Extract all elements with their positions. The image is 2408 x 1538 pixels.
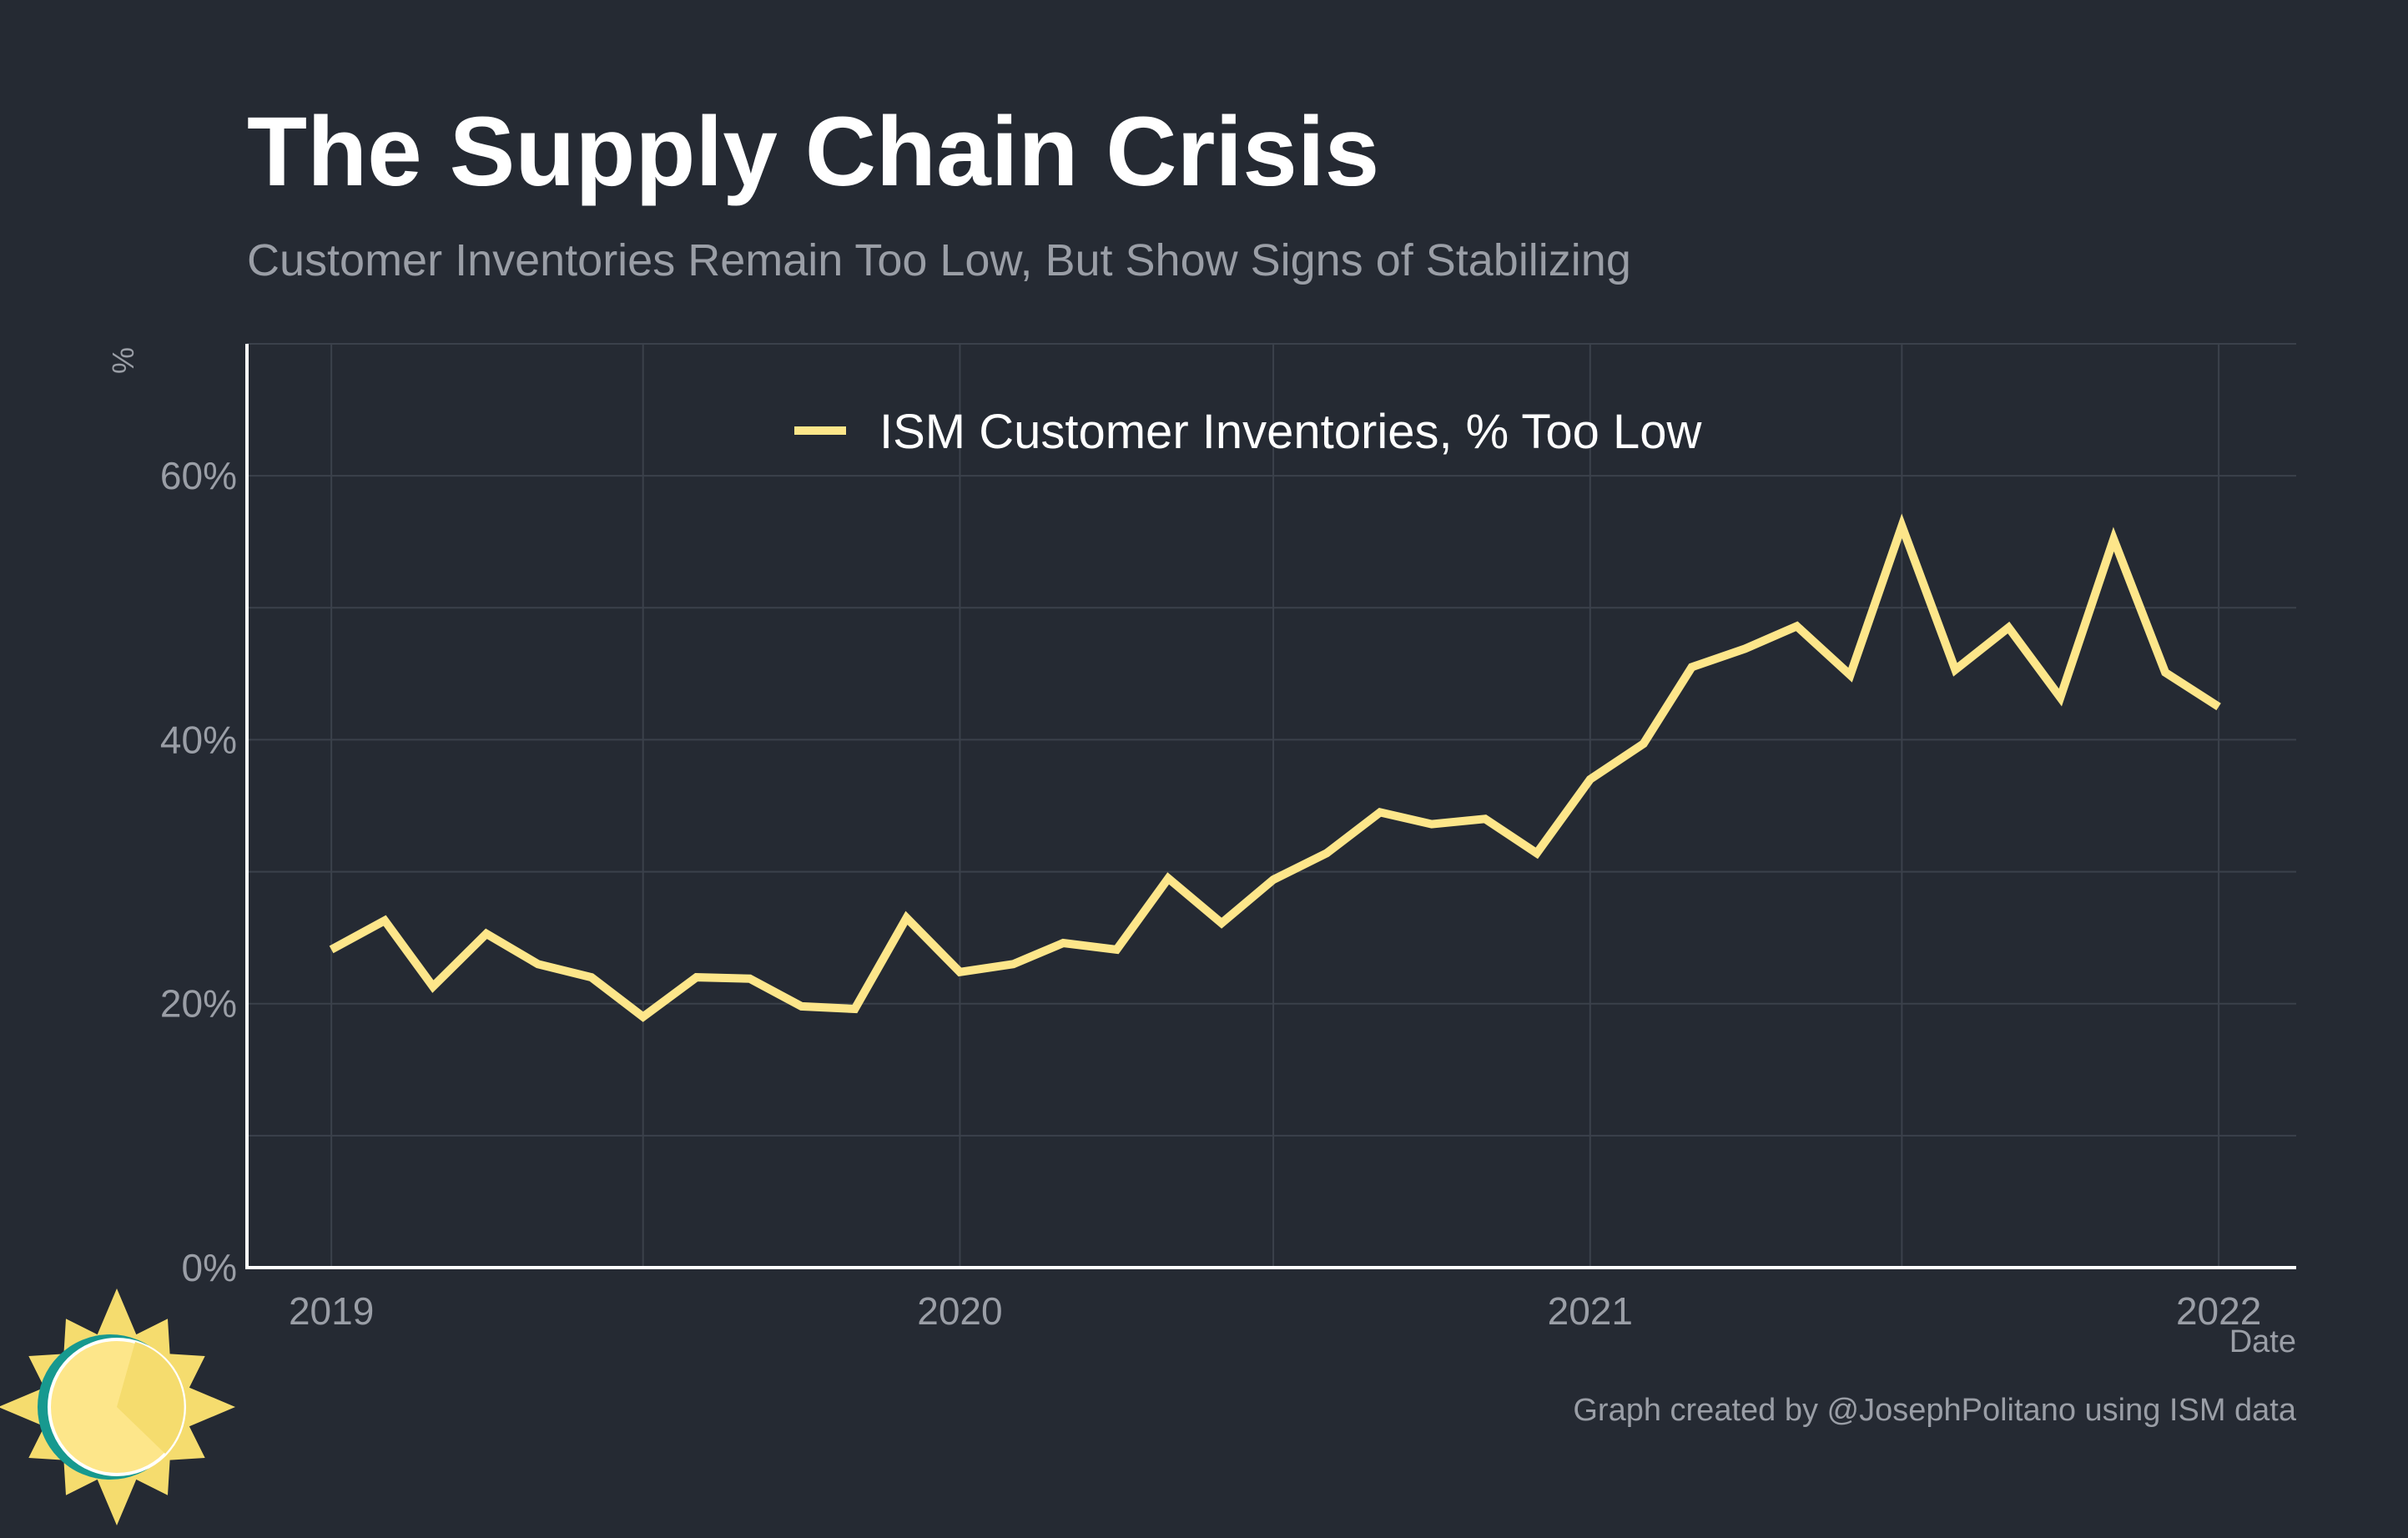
series-line [329,513,2221,1022]
y-tick-label: 20% [160,982,237,1026]
y-tick-label: 40% [160,718,237,761]
y-tick-label: 0% [182,1246,237,1289]
chart-title: The Supply Chain Crisis [247,97,1379,207]
x-tick-label: 2019 [289,1289,374,1333]
x-axis-label: Date [2229,1324,2296,1359]
sun-icon [0,1288,235,1525]
y-tick-labels: 0% 20% 40% 60% [160,454,237,1289]
legend-label: ISM Customer Inventories, % Too Low [879,405,1702,459]
sun-shade [117,1342,184,1454]
axes [245,344,2296,1269]
x-tick-label: 2022 [2176,1289,2261,1333]
chart-caption: Graph created by @JosephPolitano using I… [1573,1393,2297,1428]
x-tick-labels: 2019 2020 2021 2022 [289,1289,2261,1333]
legend: ISM Customer Inventories, % Too Low [794,405,1702,459]
series-layer [329,513,2221,1022]
y-tick-label: 60% [160,454,237,497]
y-axis-label: % [106,347,140,374]
x-tick-label: 2020 [917,1289,1002,1333]
chart-subtitle: Customer Inventories Remain Too Low, But… [247,235,1631,285]
x-tick-label: 2021 [1548,1289,1633,1333]
grid [247,343,2296,1268]
